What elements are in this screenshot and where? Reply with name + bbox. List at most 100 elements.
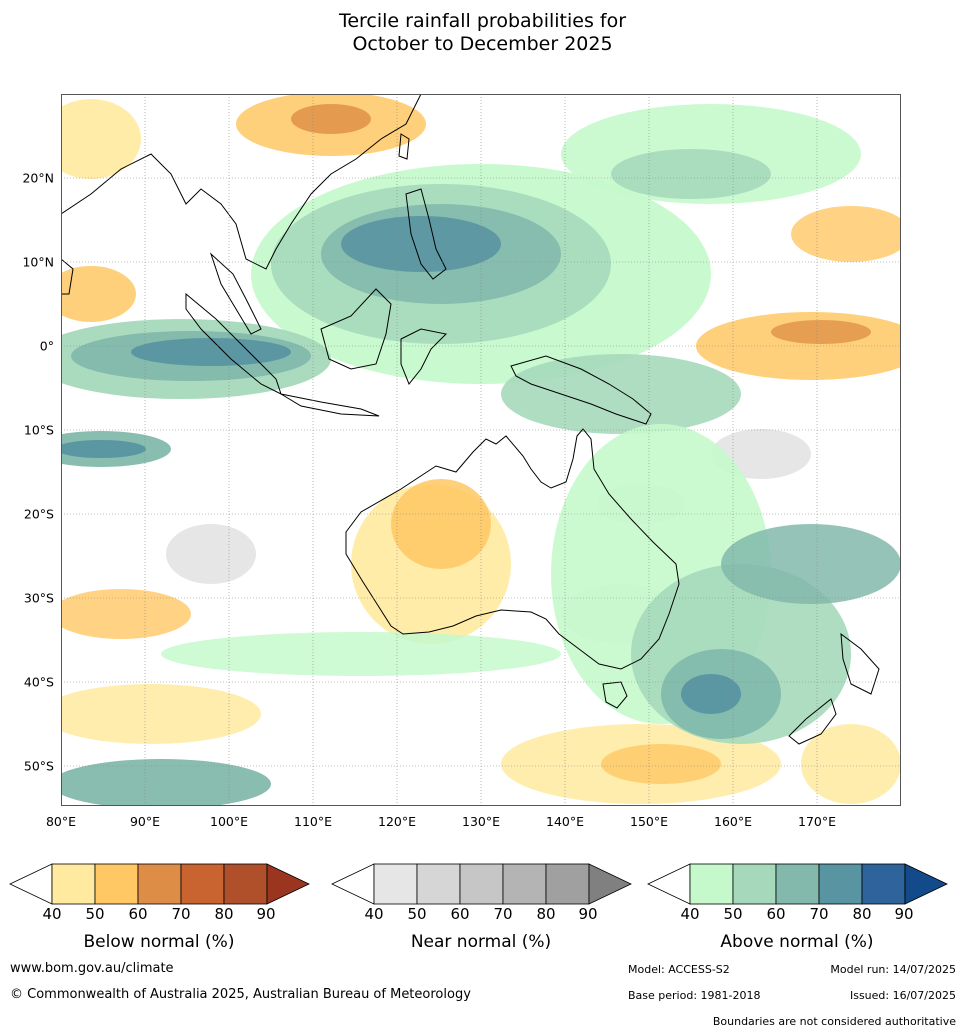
colorbar-low-extension — [647, 863, 691, 905]
map-title: Tercile rainfall probabilities for Octob… — [0, 10, 965, 56]
copyright-text: © Commonwealth of Australia 2025, Austra… — [10, 987, 471, 1002]
gridlines — [61, 94, 901, 806]
above-region-southwest — [61, 759, 271, 806]
colorbar-near-normal — [331, 863, 632, 905]
above-tick-90: 90 — [894, 905, 914, 923]
lat-label-10s: 10°S — [23, 422, 54, 438]
lat-label-30s: 30°S — [23, 590, 54, 606]
above-region-maritime-core — [341, 216, 501, 272]
below-region-pacific-north — [791, 206, 901, 262]
colorbar-box — [732, 863, 777, 905]
taiwan-coast — [398, 133, 410, 160]
lon-label-80e: 80°E — [45, 814, 77, 829]
model-name: Model: ACCESS-S2 — [628, 963, 730, 976]
sulawesi-coast — [400, 328, 448, 385]
borneo-coast — [320, 288, 392, 370]
below-region-sw-ocean-2 — [61, 684, 261, 744]
colorbar-above-normal — [647, 863, 948, 905]
near-region-1 — [166, 524, 256, 584]
lon-label-170e: 170°E — [797, 814, 837, 829]
philippines-coast — [405, 188, 447, 280]
lon-label-150e: 150°E — [629, 814, 669, 829]
below-region-pacific-eq-core — [771, 320, 871, 344]
sumatra-coast — [185, 292, 282, 395]
above-region-coral-sea — [721, 524, 901, 604]
above-tick-80: 80 — [852, 905, 872, 923]
australia-coast — [345, 428, 680, 670]
colorbar-box — [689, 863, 734, 905]
below-tick-80: 80 — [214, 905, 234, 923]
website-link[interactable]: www.bom.gov.au/climate — [10, 961, 174, 976]
lon-label-110e: 110°E — [293, 814, 333, 829]
java-coast — [280, 393, 380, 417]
colorbar-below-normal — [9, 863, 310, 905]
below-tick-70: 70 — [171, 905, 191, 923]
above-tick-60: 60 — [766, 905, 786, 923]
tasmania-coast — [602, 681, 628, 709]
below-normal-title: Below normal (%) — [83, 932, 235, 952]
new-guinea-coast — [510, 355, 652, 425]
probability-shading — [61, 94, 901, 806]
near-normal-title: Near normal (%) — [410, 932, 552, 952]
issued-date: Issued: 16/07/2025 — [849, 989, 956, 1002]
colorbar-box — [775, 863, 820, 905]
colorbar-high-extension — [904, 863, 948, 905]
near-tick-70: 70 — [493, 905, 513, 923]
colorbar-high-extension — [588, 863, 632, 905]
below-region-se-ocean — [801, 724, 901, 804]
below-tick-40: 40 — [42, 905, 62, 923]
lat-label-10n: 10°N — [22, 254, 54, 270]
colorbar-box — [502, 863, 547, 905]
below-tick-50: 50 — [85, 905, 105, 923]
above-tick-40: 40 — [680, 905, 700, 923]
base-period: Base period: 1981-2018 — [628, 989, 761, 1002]
lon-label-100e: 100°E — [209, 814, 249, 829]
lon-label-120e: 120°E — [377, 814, 417, 829]
above-region-south-band — [161, 632, 561, 676]
above-region-tasman-core — [681, 674, 741, 714]
colorbar-box — [545, 863, 590, 905]
below-tick-60: 60 — [128, 905, 148, 923]
lat-label-0: 0° — [39, 338, 54, 354]
boundaries-disclaimer: Boundaries are not considered authoritat… — [712, 1015, 956, 1028]
above-region-pacific-north-2 — [611, 149, 771, 199]
title-line-2: October to December 2025 — [352, 33, 613, 55]
above-tick-70: 70 — [809, 905, 829, 923]
above-region-indian-south-core — [61, 440, 146, 458]
colorbar-box — [373, 863, 418, 905]
below-region-northwest — [61, 99, 141, 179]
above-tick-50: 50 — [723, 905, 743, 923]
below-region-sw-ocean — [61, 589, 191, 639]
lat-label-20s: 20°S — [23, 506, 54, 522]
colorbar-box — [180, 863, 225, 905]
near-tick-80: 80 — [536, 905, 556, 923]
colorbar-box — [416, 863, 461, 905]
near-tick-90: 90 — [578, 905, 598, 923]
above-region-indian-eq-core — [131, 338, 291, 366]
colorbar-box — [818, 863, 863, 905]
lon-label-90e: 90°E — [129, 814, 161, 829]
new-zealand-south-coast — [788, 698, 837, 745]
lon-label-140e: 140°E — [545, 814, 585, 829]
below-region-bay — [61, 266, 136, 322]
below-region-south-ocean-core — [601, 744, 721, 784]
lon-label-130e: 130°E — [461, 814, 501, 829]
lat-label-20n: 20°N — [22, 170, 54, 186]
colorbar-box — [137, 863, 182, 905]
colorbar-box — [51, 863, 96, 905]
lat-label-40s: 40°S — [23, 674, 54, 690]
near-tick-50: 50 — [407, 905, 427, 923]
lat-label-50s: 50°S — [23, 758, 54, 774]
colorbar-low-extension — [9, 863, 53, 905]
new-zealand-north-coast — [840, 632, 880, 695]
colorbar-box — [459, 863, 504, 905]
near-tick-40: 40 — [364, 905, 384, 923]
rainfall-map — [61, 94, 901, 806]
colorbar-box — [94, 863, 139, 905]
colorbar-box — [223, 863, 268, 905]
title-line-1: Tercile rainfall probabilities for — [338, 10, 627, 32]
below-region-wa-core — [391, 479, 491, 569]
colorbar-low-extension — [331, 863, 375, 905]
colorbar-box — [861, 863, 906, 905]
malay-peninsula-coast — [209, 252, 262, 335]
